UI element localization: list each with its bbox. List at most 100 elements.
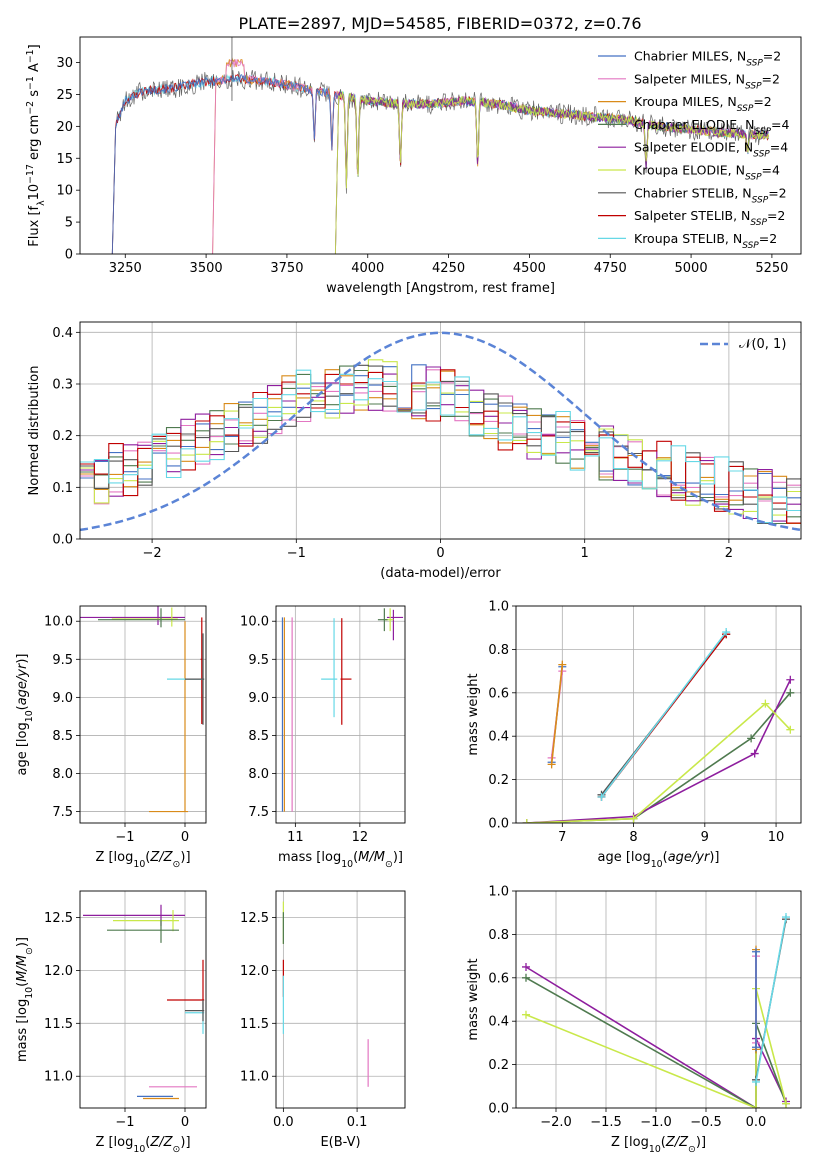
x-tick-label: −2 [143, 546, 162, 561]
age_vs_mass-panel: 11 12 7.5 8.0 8.5 9.0 9.5 10.0 mass [log10(M/M⊙)… [240, 605, 406, 870]
legend-label: 𝒩(0, 1) [739, 337, 786, 352]
x-tick-label: 5000 [675, 261, 708, 276]
x-tick-label: 0 [436, 546, 444, 561]
x-axis-label: Z [log10(Z/Z⊙)] [611, 1135, 706, 1155]
legend-label: Chabrier STELIB, NSSP=2 [634, 185, 787, 205]
y-tick-label: 10.0 [44, 615, 73, 630]
y-tick-label: 11.0 [44, 1070, 73, 1085]
y-tick-label: 0.0 [488, 817, 509, 832]
legend-label: Kroupa MILES, NSSP=2 [634, 94, 772, 114]
y-tick-label: 11.5 [44, 1017, 73, 1032]
spectrum-plot-area [111, 37, 770, 254]
x-tick-label: 0.0 [273, 1115, 294, 1130]
y-tick-label: 25 [56, 88, 73, 103]
y-tick-label: 5 [65, 216, 73, 231]
error-bar-point [113, 910, 179, 932]
y-tick-label: 7.5 [248, 805, 269, 820]
y-tick-label: 1.0 [488, 600, 509, 615]
y-tick-label: 12.0 [44, 964, 73, 979]
weight-line [755, 916, 787, 1083]
age_vs_Z-plot-area [80, 606, 205, 813]
plus-marker [629, 814, 638, 823]
error-bar-point [386, 609, 404, 641]
y-tick-label: 0.3 [52, 378, 73, 393]
x-tick-label: 2 [725, 546, 733, 561]
y-tick-label: 12.0 [240, 964, 269, 979]
plus-marker [522, 962, 530, 971]
y-tick-label: 8.0 [248, 767, 269, 782]
y-tick-label: 0.6 [488, 971, 509, 986]
axes-frame [275, 890, 406, 1109]
weight_vs_age-plot-area [522, 628, 795, 823]
x-tick-label: 0.1 [347, 1115, 368, 1130]
weight_vs_age-panel: 7 8 9 10 0.0 0.2 0.4 0.6 0.8 1.0 age [log10(age/yr… [466, 600, 802, 870]
axes-frame [79, 890, 207, 1109]
y-tick-label: 8.5 [52, 729, 73, 744]
y-tick-label: 10 [56, 184, 73, 199]
y-tick-label: 0.8 [488, 643, 509, 658]
x-axis-label: age [log10(age/yr)] [597, 850, 719, 870]
x-tick-label: 4250 [432, 261, 465, 276]
x-tick-label: 0 [181, 830, 189, 845]
axes-frame [79, 321, 802, 540]
legend-label: Chabrier ELODIE, NSSP=4 [634, 117, 789, 137]
legend-label: Salpeter STELIB, NSSP=2 [634, 208, 785, 228]
y-tick-label: 0.2 [52, 429, 73, 444]
plus-marker [752, 947, 760, 956]
x-tick-label: 9 [701, 830, 709, 845]
mass_vs_Z-panel: −1 0 11.0 11.5 12.0 12.5 Z [log10(Z/Z⊙)] mass [… [15, 890, 207, 1155]
y-tick-label: 0.4 [488, 1015, 509, 1030]
y-tick-label: 1.0 [488, 885, 509, 900]
x-tick-label: 10 [768, 830, 785, 845]
y-tick-label: 0.4 [52, 326, 73, 341]
x-tick-label: 4500 [513, 261, 546, 276]
plus-marker [752, 1077, 760, 1086]
mass_vs_Z-plot-area [83, 904, 205, 1100]
y-tick-label: 10.0 [240, 615, 269, 630]
mass_vs_EBV-panel: 0.0 0.1 11.0 11.5 12.0 12.5 E(B-V) [240, 890, 406, 1150]
plus-marker [750, 749, 759, 758]
weight-line [526, 679, 792, 823]
spectrum-panel: 3250 3500 3750 4000 4250 4500 4750 5000 5250 0 5 10… [25, 36, 802, 296]
y-tick-label: 7.5 [52, 805, 73, 820]
error-bar-point [167, 633, 205, 695]
error-bar-point [98, 608, 185, 628]
y-tick-label: 11.5 [240, 1017, 269, 1032]
x-tick-label: 3750 [270, 261, 303, 276]
x-axis-label: (data-model)/error [380, 566, 501, 581]
axes-frame [515, 605, 802, 824]
spectrum-line [334, 91, 769, 254]
x-tick-label: −1.0 [640, 1115, 672, 1130]
x-tick-label: 0.0 [746, 1115, 767, 1130]
spectrum-line [334, 91, 769, 254]
x-tick-label: 1 [581, 546, 589, 561]
plus-marker [558, 660, 567, 669]
y-tick-label: 9.5 [52, 653, 73, 668]
error-bar-point [185, 1002, 205, 1034]
plus-marker [786, 675, 795, 684]
mass_vs_EBV-plot-area [282, 901, 369, 1087]
x-tick-label: 5250 [755, 261, 788, 276]
y-tick-label: 11.0 [240, 1070, 269, 1085]
x-tick-label: 4750 [594, 261, 627, 276]
x-tick-label: 7 [558, 830, 566, 845]
age_vs_mass-plot-area [281, 608, 404, 812]
error-bar-point [321, 618, 338, 718]
x-axis-label: mass [log10(M/M⊙)] [278, 850, 403, 870]
plus-marker [752, 1043, 760, 1052]
residuals-panel: −2 −1 0 1 2 0.0 0.1 0.2 0.3 0.4 (data-model)/error… [27, 321, 802, 581]
error-bar-point [107, 919, 179, 943]
error-bar-point [83, 904, 185, 926]
axes-frame [515, 890, 802, 1109]
x-tick-label: 11 [287, 830, 304, 845]
plus-marker [522, 1010, 530, 1019]
axes-frame [79, 605, 207, 824]
y-tick-label: 12.5 [44, 911, 73, 926]
error-bar-point [185, 633, 205, 725]
x-axis-label: Z [log10(Z/Z⊙)] [95, 850, 190, 870]
plus-marker [747, 734, 756, 743]
x-axis-label: wavelength [Angstrom, rest frame] [326, 281, 555, 296]
y-tick-label: 20 [56, 120, 73, 135]
